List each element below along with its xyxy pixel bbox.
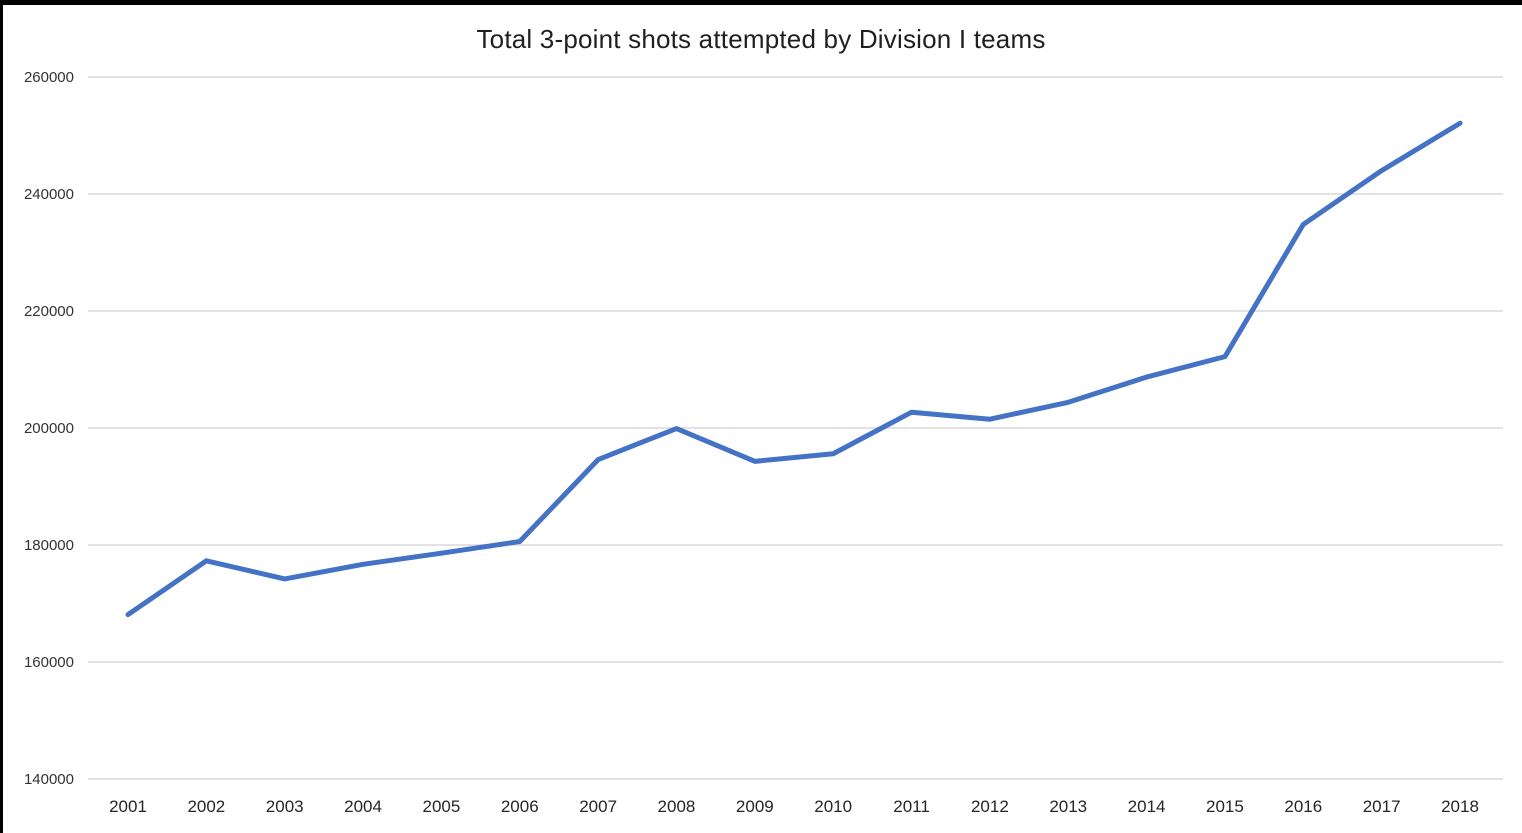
window-left-edge <box>0 0 3 833</box>
y-tick-label: 160000 <box>24 654 74 671</box>
x-tick-label: 2016 <box>1284 797 1322 816</box>
x-tick-label: 2010 <box>814 797 852 816</box>
x-tick-label: 2005 <box>422 797 460 816</box>
x-tick-label: 2002 <box>187 797 225 816</box>
x-tick-label: 2009 <box>736 797 774 816</box>
data-line <box>125 120 1463 618</box>
y-tick-label: 260000 <box>24 69 74 86</box>
gridlines <box>88 76 1503 780</box>
x-tick-label: 2013 <box>1049 797 1087 816</box>
y-tick-label: 240000 <box>24 186 74 203</box>
x-tick-label: 2011 <box>893 797 930 816</box>
x-axis-labels: 2001 2002 2003 2004 2005 2006 2007 2008 2009 2010… <box>109 797 1479 816</box>
x-tick-label: 2014 <box>1128 797 1166 816</box>
data-series <box>125 120 1463 618</box>
x-tick-label: 2017 <box>1363 797 1401 816</box>
y-tick-label: 180000 <box>24 537 74 554</box>
y-tick-label: 220000 <box>24 303 74 320</box>
y-axis-labels: 140000 160000 180000 200000 220000 240000 2600… <box>24 69 74 788</box>
y-tick-label: 140000 <box>24 771 74 788</box>
x-tick-label: 2003 <box>266 797 304 816</box>
y-tick-label: 200000 <box>24 420 74 437</box>
window-top-edge <box>0 0 1522 5</box>
x-tick-label: 2007 <box>579 797 617 816</box>
x-tick-label: 2015 <box>1206 797 1244 816</box>
x-tick-label: 2006 <box>501 797 539 816</box>
x-tick-label: 2008 <box>658 797 696 816</box>
chart-title: Total 3-point shots attempted by Divisio… <box>476 24 1046 54</box>
x-tick-label: 2001 <box>109 797 147 816</box>
x-tick-label: 2004 <box>344 797 382 816</box>
x-tick-label: 2012 <box>971 797 1009 816</box>
x-tick-label: 2018 <box>1441 797 1479 816</box>
